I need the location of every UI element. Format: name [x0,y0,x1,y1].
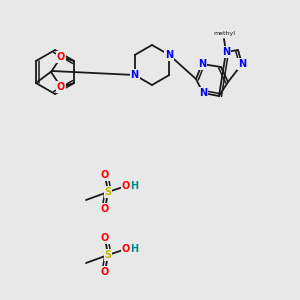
Text: S: S [104,250,112,260]
Text: N: N [222,47,230,57]
Text: O: O [101,233,109,243]
Text: O: O [57,82,65,92]
Text: N: N [199,88,207,98]
Text: N: N [130,70,139,80]
Text: O: O [122,244,130,254]
Text: O: O [101,204,109,214]
Text: N: N [238,59,246,69]
Text: methyl: methyl [213,31,235,36]
Text: O: O [57,52,65,62]
Text: O: O [122,181,130,191]
Text: H: H [130,244,138,254]
Text: N: N [198,59,206,69]
Text: S: S [104,187,112,197]
Text: N: N [165,50,173,60]
Text: H: H [130,181,138,191]
Text: O: O [101,170,109,180]
Text: O: O [101,267,109,277]
